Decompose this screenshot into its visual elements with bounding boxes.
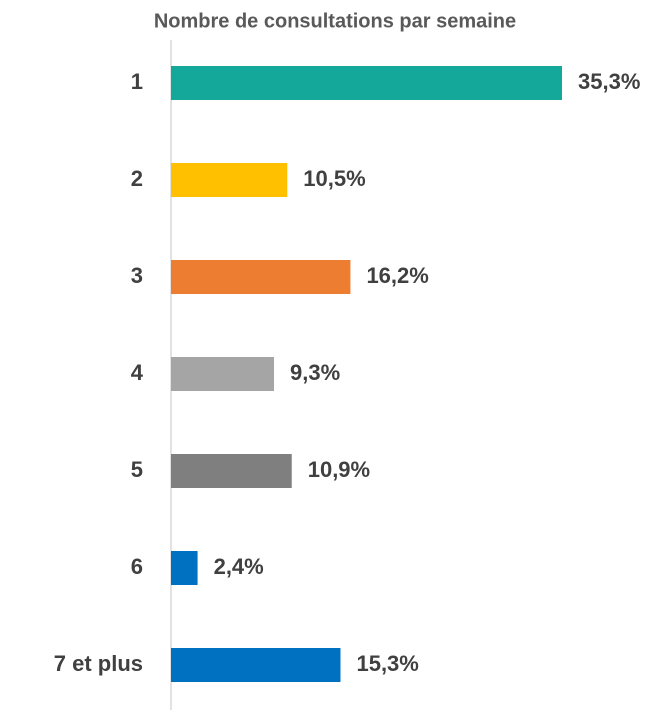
bar: [171, 66, 562, 100]
value-label: 10,5%: [303, 166, 365, 191]
category-label: 2: [131, 166, 143, 191]
category-label: 6: [131, 554, 143, 579]
chart-title: Nombre de consultations par semaine: [154, 10, 516, 32]
category-label: 7 et plus: [54, 651, 143, 676]
bar: [171, 454, 292, 488]
category-label: 4: [131, 360, 144, 385]
category-label: 3: [131, 263, 143, 288]
bar: [171, 648, 341, 682]
category-label: 1: [131, 69, 143, 94]
bar: [171, 163, 288, 197]
value-label: 10,9%: [308, 457, 370, 482]
bar: [171, 260, 351, 294]
value-label: 9,3%: [290, 360, 340, 385]
bar: [171, 357, 275, 391]
value-label: 2,4%: [214, 554, 264, 579]
value-label: 16,2%: [366, 263, 428, 288]
value-label: 15,3%: [356, 651, 418, 676]
value-label: 35,3%: [578, 69, 640, 94]
category-label: 5: [131, 457, 143, 482]
bar: [171, 551, 198, 585]
